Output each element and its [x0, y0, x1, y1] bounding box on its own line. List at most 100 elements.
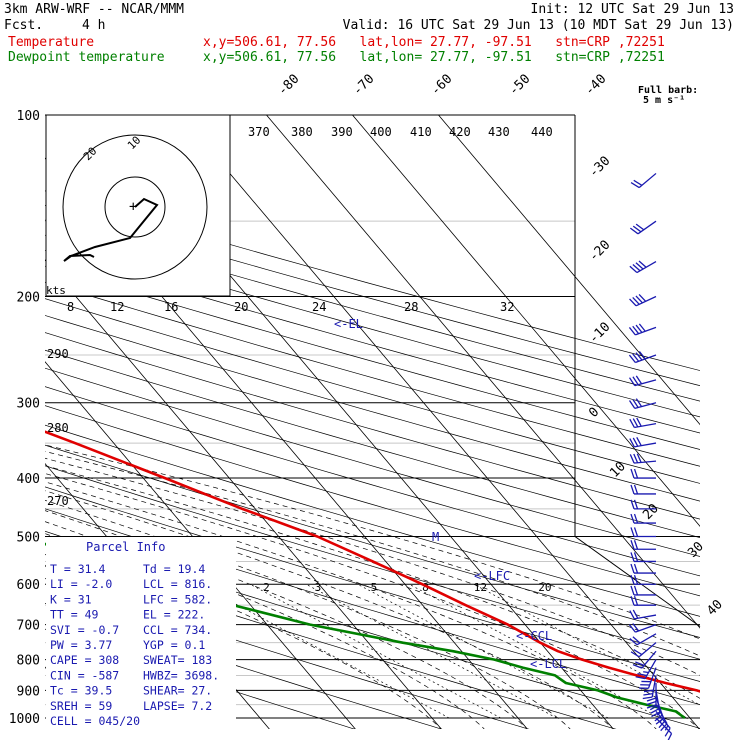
- dry-adiabat: [45, 265, 700, 450]
- mixing-ratio-line: [249, 583, 501, 719]
- wind-barb: [629, 260, 657, 274]
- upper-axis-label: 16: [164, 300, 178, 314]
- parcel-info-left: SREH = 59: [50, 699, 112, 713]
- isotherm: [438, 115, 700, 426]
- dry-adiabat: [45, 405, 700, 597]
- parcel-info-right: LCL = 816.: [143, 577, 212, 591]
- isotherm: [266, 115, 700, 629]
- wind-barb: [630, 642, 657, 658]
- isotherm-label: 30: [685, 539, 707, 561]
- forecast-hour: 4 h: [82, 18, 106, 33]
- mixing-ratio-line: [198, 583, 450, 719]
- valid-time: Valid: 16 UTC Sat 29 Jun 13 (10 MDT Sat …: [342, 18, 734, 33]
- theta-e-label: 380: [291, 125, 313, 139]
- dry-adiabat-label: 290: [47, 347, 69, 361]
- wind-barb: [628, 398, 657, 410]
- dry-adiabat: [45, 219, 700, 402]
- wind-barb: [630, 563, 656, 574]
- dry-adiabat: [45, 332, 700, 520]
- pressure-tick-label: 200: [17, 291, 40, 306]
- dry-adiabat: [45, 234, 700, 418]
- hodograph-ring-outer: [62, 134, 208, 280]
- wind-barbs: [628, 172, 673, 740]
- forecast-label: Fcst.: [4, 18, 44, 33]
- parcel-info-right: LFC = 582.: [143, 592, 212, 606]
- wind-barb: [630, 499, 656, 510]
- dry-adiabat: [45, 444, 700, 638]
- moist-adiabat: [45, 457, 700, 676]
- upper-axis-label: 28: [404, 300, 418, 314]
- mixing-ratio-label: 8: [422, 581, 429, 594]
- wind-barb: [630, 540, 656, 550]
- upper-axis-label: 32: [500, 300, 514, 314]
- mixing-ratio-label: 3: [315, 581, 322, 594]
- parcel-info-right: EL = 222.: [143, 608, 205, 622]
- parcel-info-right: SHEAR= 27.: [143, 684, 212, 698]
- wind-barb: [635, 659, 657, 680]
- level-annotation: <-LCL: [530, 657, 566, 671]
- pressure-tick-label: 500: [17, 530, 40, 545]
- parcel-info-left: PW = 3.77: [50, 638, 112, 652]
- mixing-ratio-label: 12: [474, 581, 487, 594]
- wind-barb: [630, 552, 656, 563]
- level-annotation: <-CCL: [516, 629, 552, 643]
- barb-key-line2: 5 m s⁻¹: [643, 95, 685, 106]
- wind-barb: [630, 468, 656, 479]
- wind-barb: [629, 633, 657, 646]
- level-annotations: <-EL <-LFC <-CCL <-LCL M: [334, 317, 566, 671]
- dry-adiabat: [45, 250, 700, 434]
- parcel-info-left: CELL = 045/20: [50, 714, 140, 728]
- wind-barb: [629, 609, 657, 620]
- theta-e-label: 410: [410, 125, 432, 139]
- hodograph-trace: [63, 197, 159, 262]
- parcel-info-right: YGP = 0.1: [143, 638, 205, 652]
- legend-dewpoint-name: Dewpoint temperature: [8, 50, 165, 65]
- dry-adiabat: [45, 486, 700, 682]
- theta-e-label: 400: [370, 125, 392, 139]
- parcel-info-right: Td = 19.4: [143, 562, 205, 576]
- parcel-info-left: LI = -2.0: [50, 577, 112, 591]
- level-annotation: M: [432, 530, 439, 544]
- parcel-info-right: CCL = 734.: [143, 623, 212, 637]
- wind-barb: [628, 323, 657, 336]
- pressure-tick-label: 400: [17, 472, 40, 487]
- legend-temperature-info: x,y=506.61, 77.56 lat,lon= 27.77, -97.51…: [203, 35, 665, 50]
- pressure-tick-label: 100: [17, 109, 40, 124]
- parcel-info-left: CIN = -587: [50, 668, 119, 682]
- theta-e-label: 370: [248, 125, 270, 139]
- isotherm: [0, 115, 13, 731]
- moist-adiabat: [45, 499, 571, 729]
- hodograph-units: kts: [46, 284, 66, 297]
- mixing-ratio-line: [305, 583, 557, 719]
- legend-temperature-name: Temperature: [8, 35, 95, 50]
- mixing-ratio-label: 5: [371, 581, 378, 594]
- parcel-info-box: Parcel Info T = 31.4 Td = 19.4 LI = -2.0 LC…: [46, 537, 236, 729]
- isotherm: [45, 361, 356, 729]
- parcel-info-right: LAPSE= 7.2: [143, 699, 212, 713]
- wind-barb: [630, 595, 656, 606]
- moist-adiabat: [45, 465, 700, 699]
- dry-adiabat: [45, 349, 700, 538]
- parcel-info-right: SWEAT= 183: [143, 653, 212, 667]
- isotherm-label: -50: [506, 72, 533, 99]
- wind-barb: [642, 675, 657, 700]
- pressure-tick-label: 900: [17, 684, 40, 699]
- dry-adiabat: [45, 386, 700, 577]
- pressure-tick-label: 300: [17, 397, 40, 412]
- wind-barb: [632, 650, 657, 669]
- wind-barb: [646, 683, 657, 709]
- mixing-ratio-label: 20: [538, 581, 551, 594]
- parcel-info-left: CAPE = 308: [50, 653, 119, 667]
- upper-axis-label: 24: [312, 300, 326, 314]
- pressure-tick-label: 600: [17, 578, 40, 593]
- hodograph-center-mark: +: [129, 199, 137, 215]
- parcel-info-left: TT = 49: [50, 608, 99, 622]
- pressure-tick-label: 800: [17, 654, 40, 669]
- isotherm-label: -10: [586, 320, 613, 347]
- wind-barb: [629, 220, 657, 235]
- theta-e-label: 430: [488, 125, 510, 139]
- wind-barb: [628, 351, 657, 364]
- hodograph-ring-inner: [104, 176, 166, 238]
- isotherm: [352, 115, 700, 527]
